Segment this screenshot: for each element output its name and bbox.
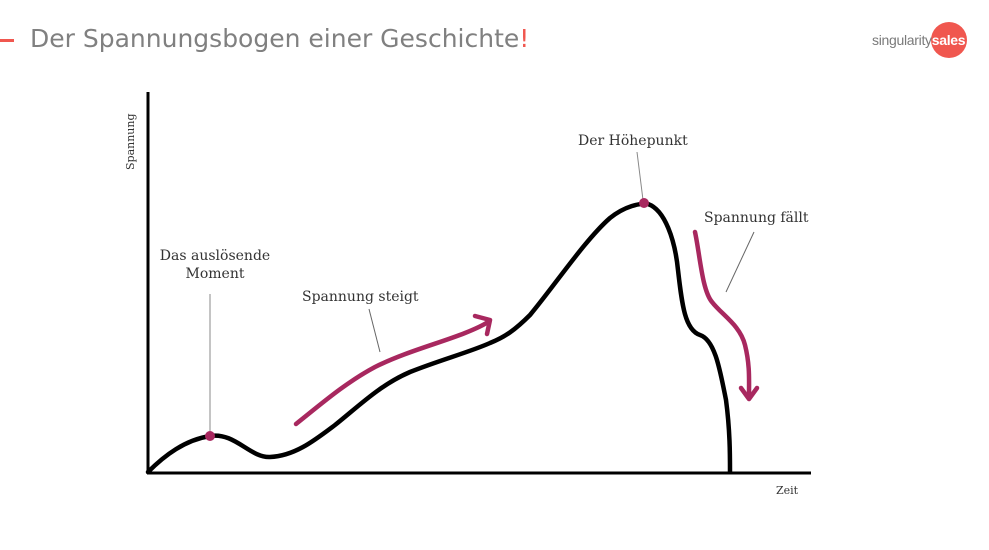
climax-point (639, 198, 649, 208)
logo-circle-icon (931, 22, 967, 58)
title-exclamation: ! (519, 24, 530, 53)
inciting-moment-point (205, 431, 215, 441)
climax-leader-line (636, 151, 644, 201)
climax-label: Der Höhepunkt (578, 133, 688, 149)
falling-arrow-icon (692, 229, 752, 398)
rising-tension-label: Spannung steigt (302, 289, 419, 305)
title-accent-dash (0, 39, 14, 42)
logo-text-singularity: singularity (872, 32, 932, 48)
page-title-text: Der Spannungsbogen einer Geschichte (30, 24, 520, 53)
falling-leader-line (725, 231, 755, 293)
inciting-moment-label-line1: Das auslösende (160, 248, 270, 264)
brand-logo: singularity sales (872, 22, 967, 58)
tension-curve (145, 201, 733, 475)
page-title: Der Spannungsbogen einer Geschichte! (30, 24, 529, 53)
rising-arrowhead-icon (472, 313, 493, 337)
y-axis-label: Spannung (124, 113, 137, 170)
falling-tension-label: Spannung fällt (704, 210, 809, 226)
x-axis-label: Zeit (776, 484, 799, 497)
falling-arrowhead-icon (738, 385, 760, 402)
logo-text-sales: sales (931, 32, 966, 48)
rising-arrow-icon (293, 319, 491, 427)
rising-leader-line (368, 308, 381, 353)
inciting-moment-label-line2: Moment (186, 266, 245, 282)
